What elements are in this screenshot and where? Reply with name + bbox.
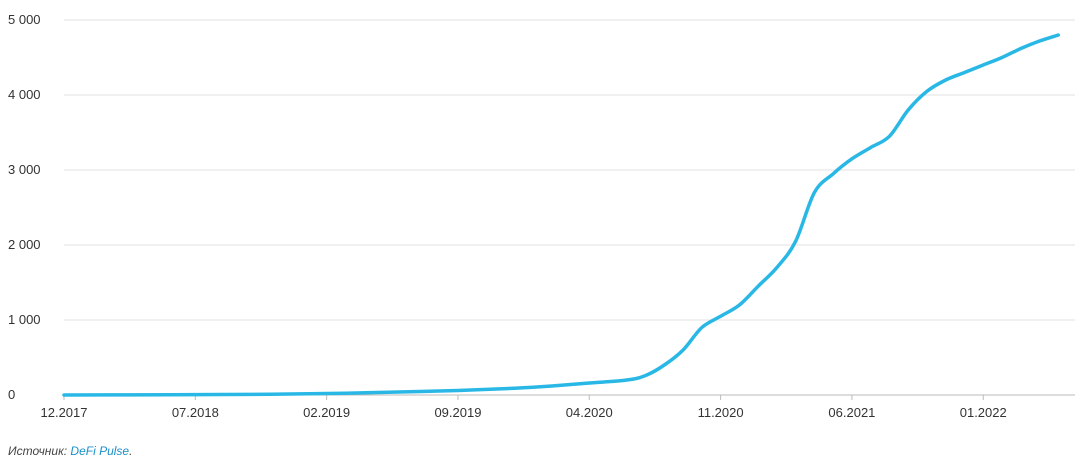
x-tick-label: 02.2019 xyxy=(303,405,350,420)
gridlines xyxy=(64,19,1075,321)
source-suffix: . xyxy=(129,444,133,458)
x-tick-label: 11.2020 xyxy=(698,405,744,420)
y-tick-label: 0 xyxy=(8,387,15,402)
source-link[interactable]: DeFi Pulse xyxy=(70,444,130,458)
source-note: Источник: DeFi Pulse. xyxy=(8,444,132,458)
series-layer xyxy=(62,33,1061,397)
y-tick-label: 3 000 xyxy=(8,162,41,177)
series-line-0 xyxy=(62,33,1061,397)
x-tick-label: 07.2018 xyxy=(172,405,219,420)
x-tick-label: 12.2017 xyxy=(41,405,88,420)
y-tick-label: 4 000 xyxy=(8,87,41,102)
x-axis: 12.2017 07.2018 02.2019 09.2019 04.2020 11.20… xyxy=(41,394,1075,420)
x-tick-label: 04.2020 xyxy=(566,405,613,420)
x-tick-label: 09.2019 xyxy=(434,405,481,420)
x-tick-label: 01.2022 xyxy=(960,405,1007,420)
y-tick-label: 2 000 xyxy=(8,237,41,252)
x-tick-label: 06.2021 xyxy=(828,405,875,420)
line-chart: 0 1 000 2 000 3 000 4 000 5 000 12.2017 07.201… xyxy=(8,12,1075,420)
y-axis-tick-labels: 0 1 000 2 000 3 000 4 000 5 000 xyxy=(8,12,41,402)
y-tick-label: 5 000 xyxy=(8,12,41,27)
y-tick-label: 1 000 xyxy=(8,312,41,327)
source-prefix: Источник: xyxy=(8,444,71,458)
